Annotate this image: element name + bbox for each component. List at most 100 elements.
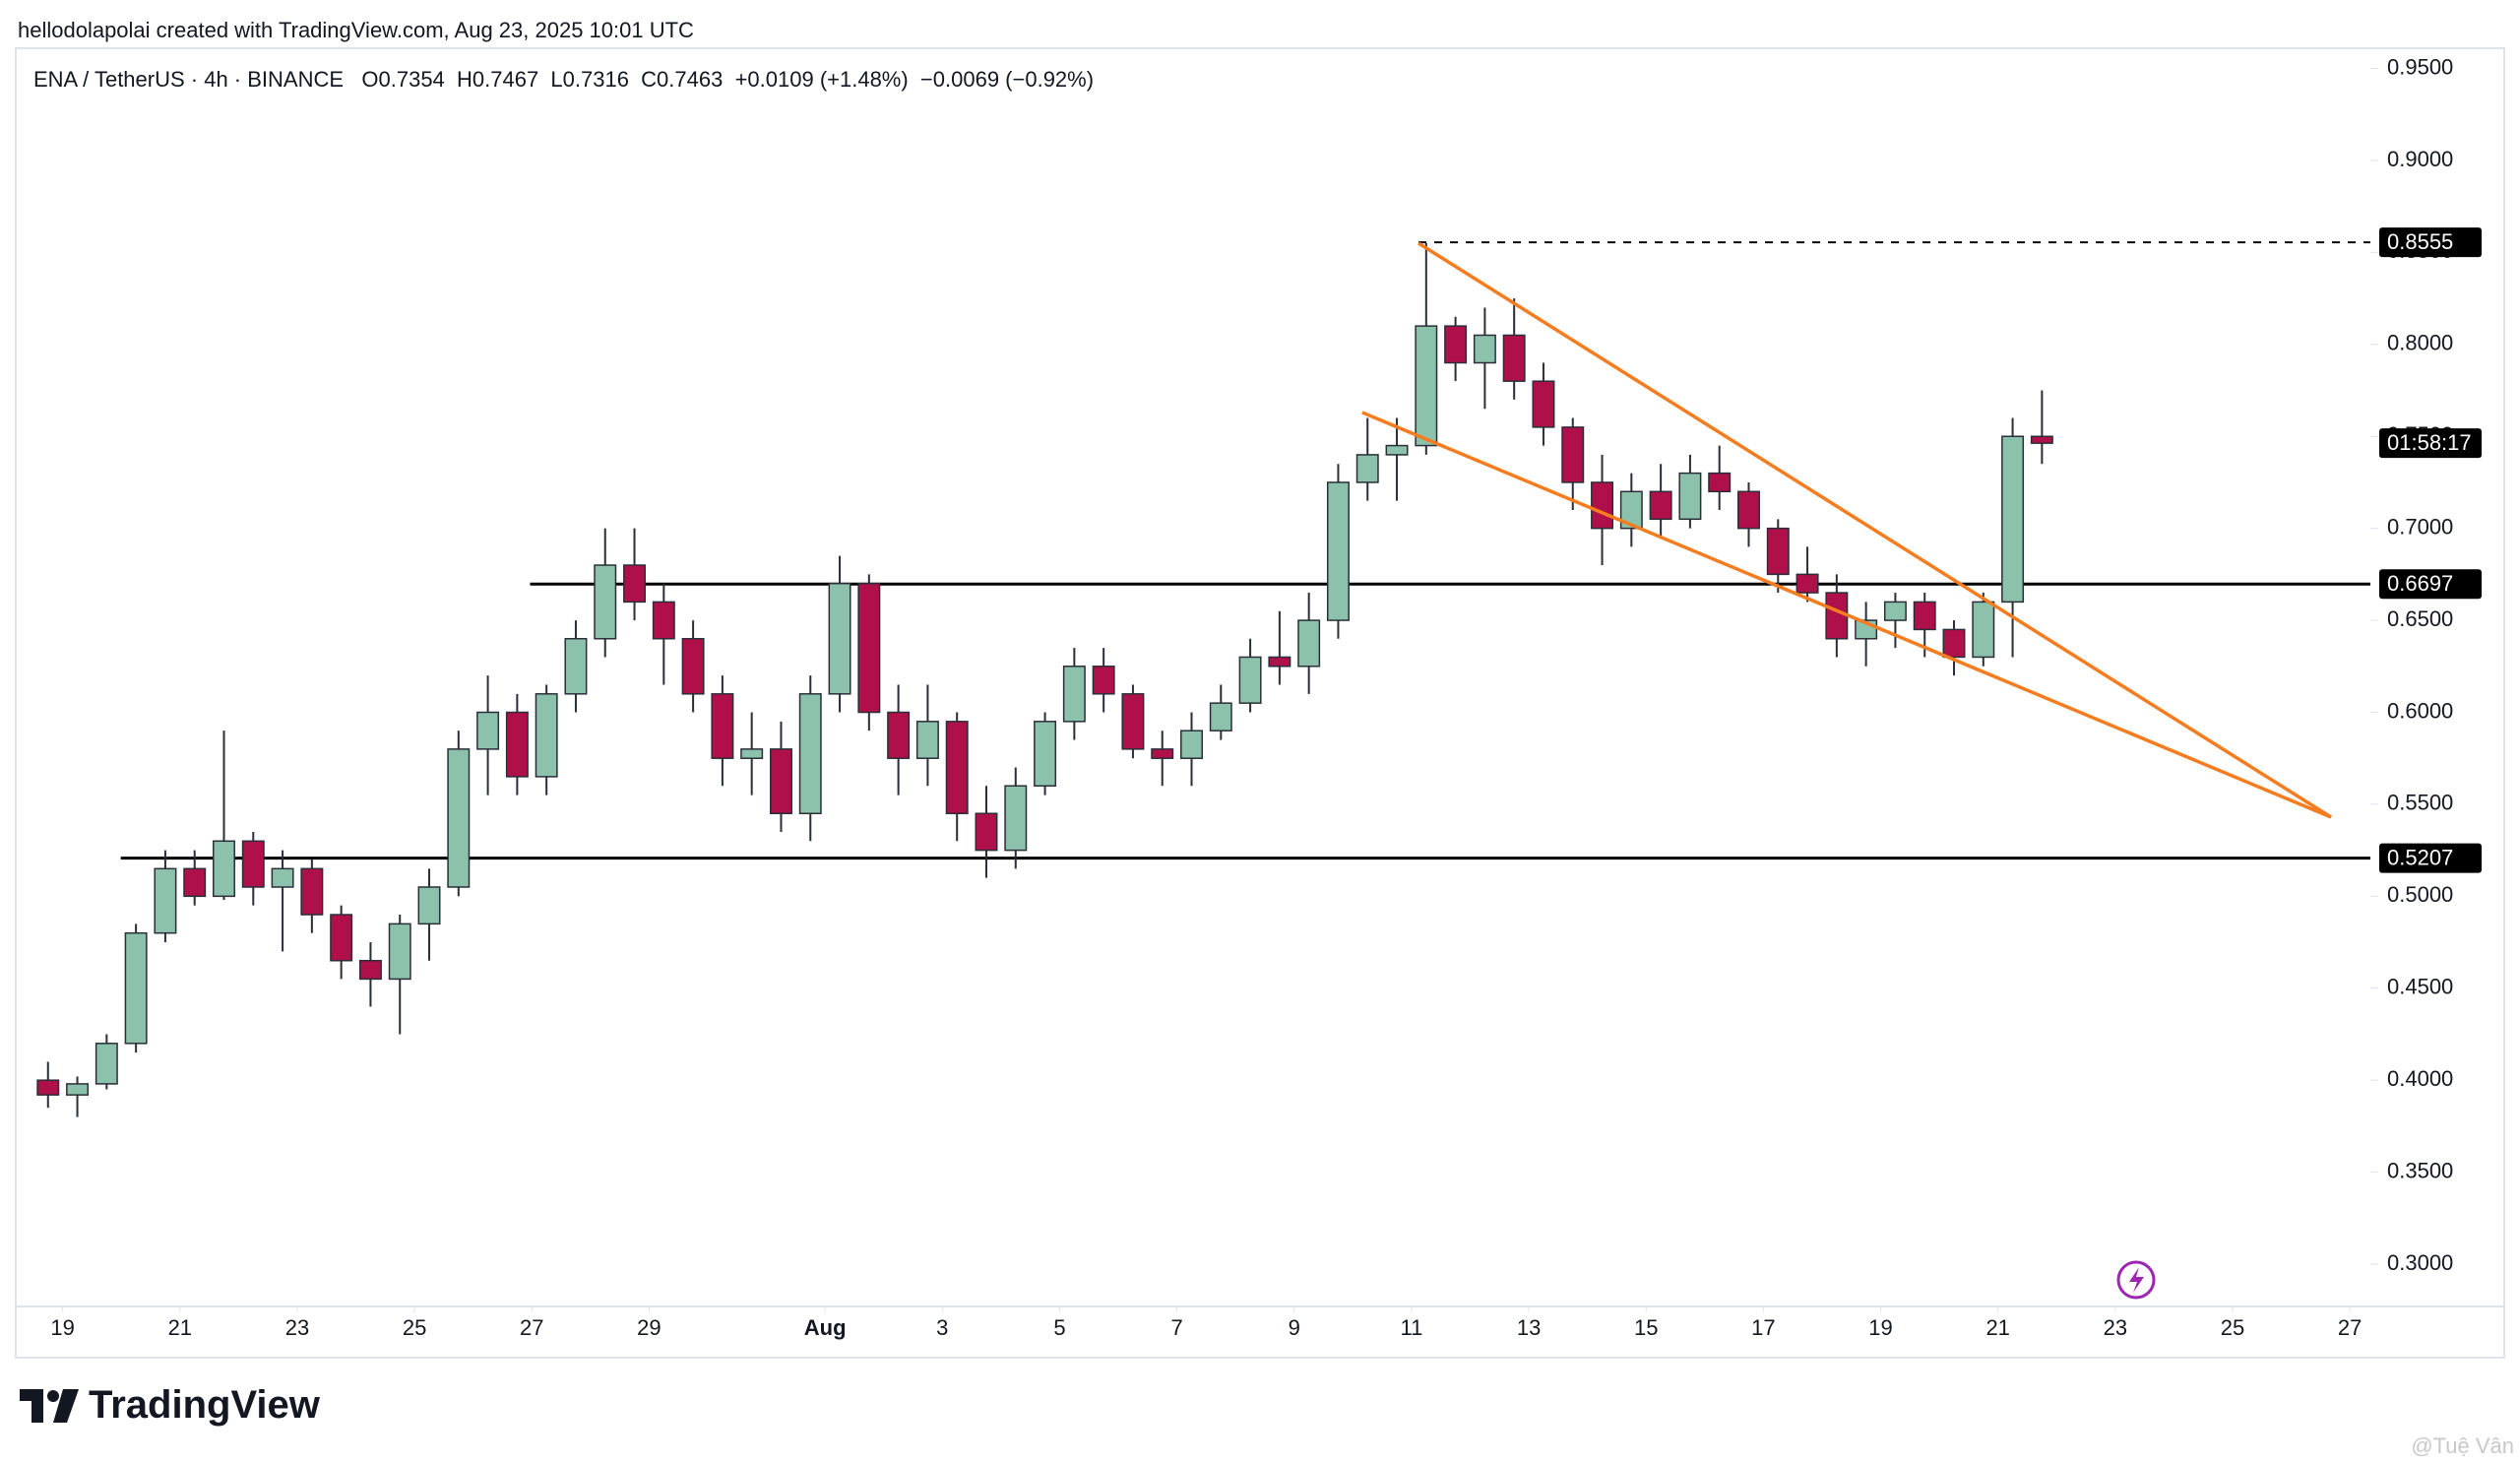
candle-body <box>945 721 969 815</box>
candle-body <box>1591 481 1614 530</box>
candle-body <box>1326 481 1350 621</box>
candle-body <box>476 711 500 750</box>
candle-body <box>154 867 177 934</box>
candle-body <box>300 867 324 916</box>
watermark: @Tuệ Vân <box>2411 1433 2514 1458</box>
candle-body <box>1355 454 1379 483</box>
candle-body <box>271 867 294 888</box>
x-tick-label: 11 <box>1401 1315 1423 1340</box>
candle-body <box>183 867 207 898</box>
candle-body <box>1678 472 1702 521</box>
header: hellodolapolai created with TradingView.… <box>18 18 694 42</box>
x-tick-label: 27 <box>520 1315 543 1340</box>
brand-name: TradingView <box>89 1383 320 1427</box>
x-tick-label: 23 <box>2104 1315 2127 1340</box>
ohlc: O0.7354 H0.7467 L0.7316 C0.7463 +0.0109 … <box>361 67 1095 92</box>
candle-body <box>535 693 558 778</box>
candle-body <box>1238 656 1262 704</box>
candle-body <box>1415 325 1438 447</box>
candle-body <box>1619 490 1643 530</box>
x-tick-label: 27 <box>2338 1315 2362 1340</box>
candle-body <box>915 721 939 759</box>
candle-body <box>975 812 998 852</box>
candle-body <box>1766 527 1790 576</box>
x-tick-label: 17 <box>1751 1315 1775 1340</box>
candle-body <box>594 564 617 640</box>
candle-body <box>1385 444 1409 456</box>
candle-body <box>505 711 529 778</box>
candle-body <box>1180 730 1203 759</box>
brand-logo <box>20 1388 79 1423</box>
candle-body <box>1502 334 1526 382</box>
x-tick-label: 21 <box>168 1315 192 1340</box>
candle-body <box>417 886 441 925</box>
candle-body <box>711 693 734 759</box>
level-label-box <box>2379 843 2482 873</box>
candle-body <box>887 711 911 759</box>
chart: 0.3000 0.3500 0.4000 0.4500 0.5000 0.5500 0.60… <box>15 47 2505 1359</box>
y-tick-label: 0.8000 <box>2387 331 2453 355</box>
candle-body <box>1883 601 1907 621</box>
candle-body <box>1708 472 1732 493</box>
candle-body <box>213 840 235 898</box>
candle-body <box>1062 666 1086 723</box>
y-tick-label: 0.9000 <box>2387 147 2453 171</box>
candle-body <box>798 693 822 815</box>
candle-body <box>1532 380 1555 428</box>
y-tick-label: 0.6500 <box>2387 606 2453 631</box>
candle-body <box>1268 656 1292 668</box>
candle-body <box>124 931 148 1045</box>
x-tick-label: 5 <box>1053 1315 1065 1340</box>
candle-body <box>857 582 881 714</box>
candle-body <box>1004 785 1028 852</box>
candle-body <box>652 601 675 640</box>
countdown-label-box <box>2379 428 2482 459</box>
symbol: ENA / TetherUS · 4h · BINANCE <box>33 67 345 92</box>
y-tick-label: 0.6000 <box>2387 698 2453 723</box>
x-tick-label: 25 <box>403 1315 426 1340</box>
countdown-label: 01:58:17 <box>2387 430 2472 455</box>
y-tick-label: 0.9500 <box>2387 54 2453 79</box>
x-tick-label: 15 <box>1634 1315 1658 1340</box>
replay-icon <box>2116 1260 2156 1300</box>
candle-body <box>66 1083 90 1096</box>
candle-body <box>770 748 792 815</box>
candle-body <box>1121 693 1145 750</box>
level-label: 0.5207 <box>2387 845 2453 869</box>
trend-line <box>1361 411 2332 819</box>
x-tick-label: 13 <box>1517 1315 1541 1340</box>
x-tick-label: Aug <box>804 1315 847 1340</box>
y-tick-label: 0.4000 <box>2387 1066 2453 1091</box>
candle-body <box>1473 334 1496 364</box>
candle-body <box>1649 490 1672 521</box>
candle-body <box>2030 435 2053 444</box>
candle-body <box>1297 619 1321 668</box>
candle-body <box>1796 573 1819 594</box>
level-label-box <box>2379 569 2482 600</box>
y-tick-label: 0.4500 <box>2387 975 2453 999</box>
candle-body <box>447 748 471 888</box>
x-tick-label: 23 <box>285 1315 309 1340</box>
candle-body <box>564 638 588 695</box>
y-tick-label: 0.5500 <box>2387 791 2453 815</box>
candle-body <box>1151 748 1174 759</box>
candle-body <box>1737 490 1760 530</box>
candle-body <box>1972 601 1995 659</box>
brand: TradingView <box>20 1383 320 1428</box>
trend-line <box>1418 241 2333 819</box>
candle-body <box>2001 435 2025 604</box>
x-tick-label: 19 <box>50 1315 74 1340</box>
candle-body <box>1561 426 1585 483</box>
y-tick-label: 0.5000 <box>2387 882 2453 907</box>
candle-body <box>358 959 382 981</box>
y-tick-label: 0.3000 <box>2387 1250 2453 1275</box>
candle-body <box>94 1043 118 1085</box>
x-tick-label: 19 <box>1868 1315 1892 1340</box>
x-tick-label: 21 <box>1985 1315 2009 1340</box>
candle-body <box>681 638 705 695</box>
level-label: 0.6697 <box>2387 571 2453 596</box>
candle-body <box>740 748 764 759</box>
y-tick-label: 0.3500 <box>2387 1158 2453 1182</box>
candle-body <box>330 914 353 962</box>
